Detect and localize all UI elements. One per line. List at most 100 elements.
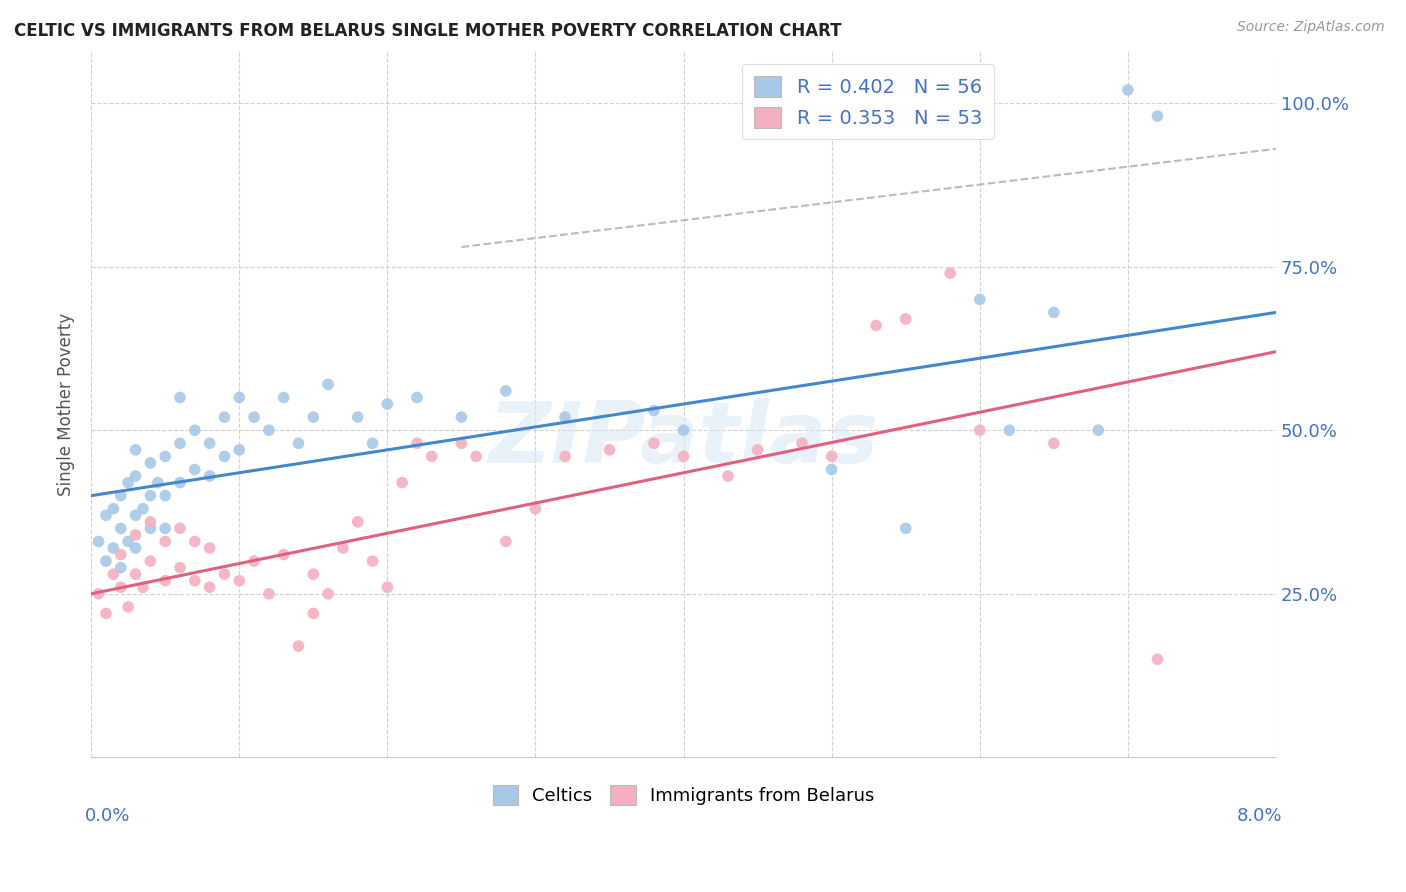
Point	[495, 384, 517, 398]
Point	[554, 450, 576, 464]
Point	[184, 423, 207, 437]
Point	[377, 580, 399, 594]
Point	[139, 521, 162, 535]
Point	[124, 541, 146, 555]
Point	[198, 541, 221, 555]
Point	[153, 574, 176, 588]
Point	[346, 410, 368, 425]
Point	[198, 436, 221, 450]
Text: Source: ZipAtlas.com: Source: ZipAtlas.com	[1237, 20, 1385, 34]
Point	[377, 397, 399, 411]
Point	[790, 436, 813, 450]
Point	[302, 410, 325, 425]
Point	[465, 450, 488, 464]
Text: 8.0%: 8.0%	[1236, 807, 1282, 825]
Point	[87, 534, 110, 549]
Point	[1146, 652, 1168, 666]
Point	[939, 266, 962, 280]
Point	[198, 580, 221, 594]
Point	[153, 521, 176, 535]
Point	[302, 607, 325, 621]
Point	[94, 508, 117, 523]
Point	[214, 567, 236, 582]
Point	[94, 554, 117, 568]
Point	[332, 541, 354, 555]
Point	[495, 534, 517, 549]
Point	[821, 450, 844, 464]
Point	[273, 548, 295, 562]
Point	[214, 450, 236, 464]
Point	[554, 410, 576, 425]
Point	[184, 574, 207, 588]
Legend: Celtics, Immigrants from Belarus: Celtics, Immigrants from Belarus	[485, 778, 882, 812]
Point	[117, 534, 139, 549]
Point	[94, 607, 117, 621]
Point	[132, 580, 155, 594]
Point	[228, 391, 250, 405]
Point	[969, 423, 991, 437]
Point	[1087, 423, 1109, 437]
Point	[153, 489, 176, 503]
Point	[110, 521, 132, 535]
Point	[124, 508, 146, 523]
Point	[169, 560, 191, 574]
Point	[214, 410, 236, 425]
Point	[124, 442, 146, 457]
Point	[406, 436, 429, 450]
Point	[139, 515, 162, 529]
Text: ZIPatlas: ZIPatlas	[488, 398, 879, 481]
Point	[198, 469, 221, 483]
Point	[717, 469, 740, 483]
Point	[139, 456, 162, 470]
Point	[894, 312, 917, 326]
Point	[643, 403, 665, 417]
Point	[273, 391, 295, 405]
Point	[643, 436, 665, 450]
Point	[103, 567, 125, 582]
Point	[406, 391, 429, 405]
Point	[257, 423, 280, 437]
Point	[450, 410, 472, 425]
Point	[228, 574, 250, 588]
Point	[672, 423, 695, 437]
Point	[184, 462, 207, 476]
Point	[361, 436, 384, 450]
Point	[1116, 83, 1139, 97]
Point	[346, 515, 368, 529]
Point	[124, 567, 146, 582]
Point	[316, 587, 339, 601]
Point	[894, 521, 917, 535]
Point	[1043, 305, 1066, 319]
Point	[103, 501, 125, 516]
Point	[969, 293, 991, 307]
Point	[169, 475, 191, 490]
Point	[169, 521, 191, 535]
Point	[124, 528, 146, 542]
Point	[257, 587, 280, 601]
Point	[747, 442, 769, 457]
Point	[139, 554, 162, 568]
Point	[672, 450, 695, 464]
Point	[110, 489, 132, 503]
Point	[998, 423, 1021, 437]
Point	[110, 548, 132, 562]
Point	[599, 442, 621, 457]
Point	[110, 560, 132, 574]
Point	[153, 534, 176, 549]
Point	[243, 410, 266, 425]
Point	[117, 475, 139, 490]
Point	[316, 377, 339, 392]
Point	[124, 469, 146, 483]
Point	[146, 475, 169, 490]
Point	[117, 599, 139, 614]
Point	[524, 501, 547, 516]
Point	[228, 442, 250, 457]
Point	[169, 391, 191, 405]
Text: CELTIC VS IMMIGRANTS FROM BELARUS SINGLE MOTHER POVERTY CORRELATION CHART: CELTIC VS IMMIGRANTS FROM BELARUS SINGLE…	[14, 22, 842, 40]
Point	[1043, 436, 1066, 450]
Y-axis label: Single Mother Poverty: Single Mother Poverty	[58, 312, 75, 496]
Point	[153, 450, 176, 464]
Point	[450, 436, 472, 450]
Point	[184, 534, 207, 549]
Point	[391, 475, 413, 490]
